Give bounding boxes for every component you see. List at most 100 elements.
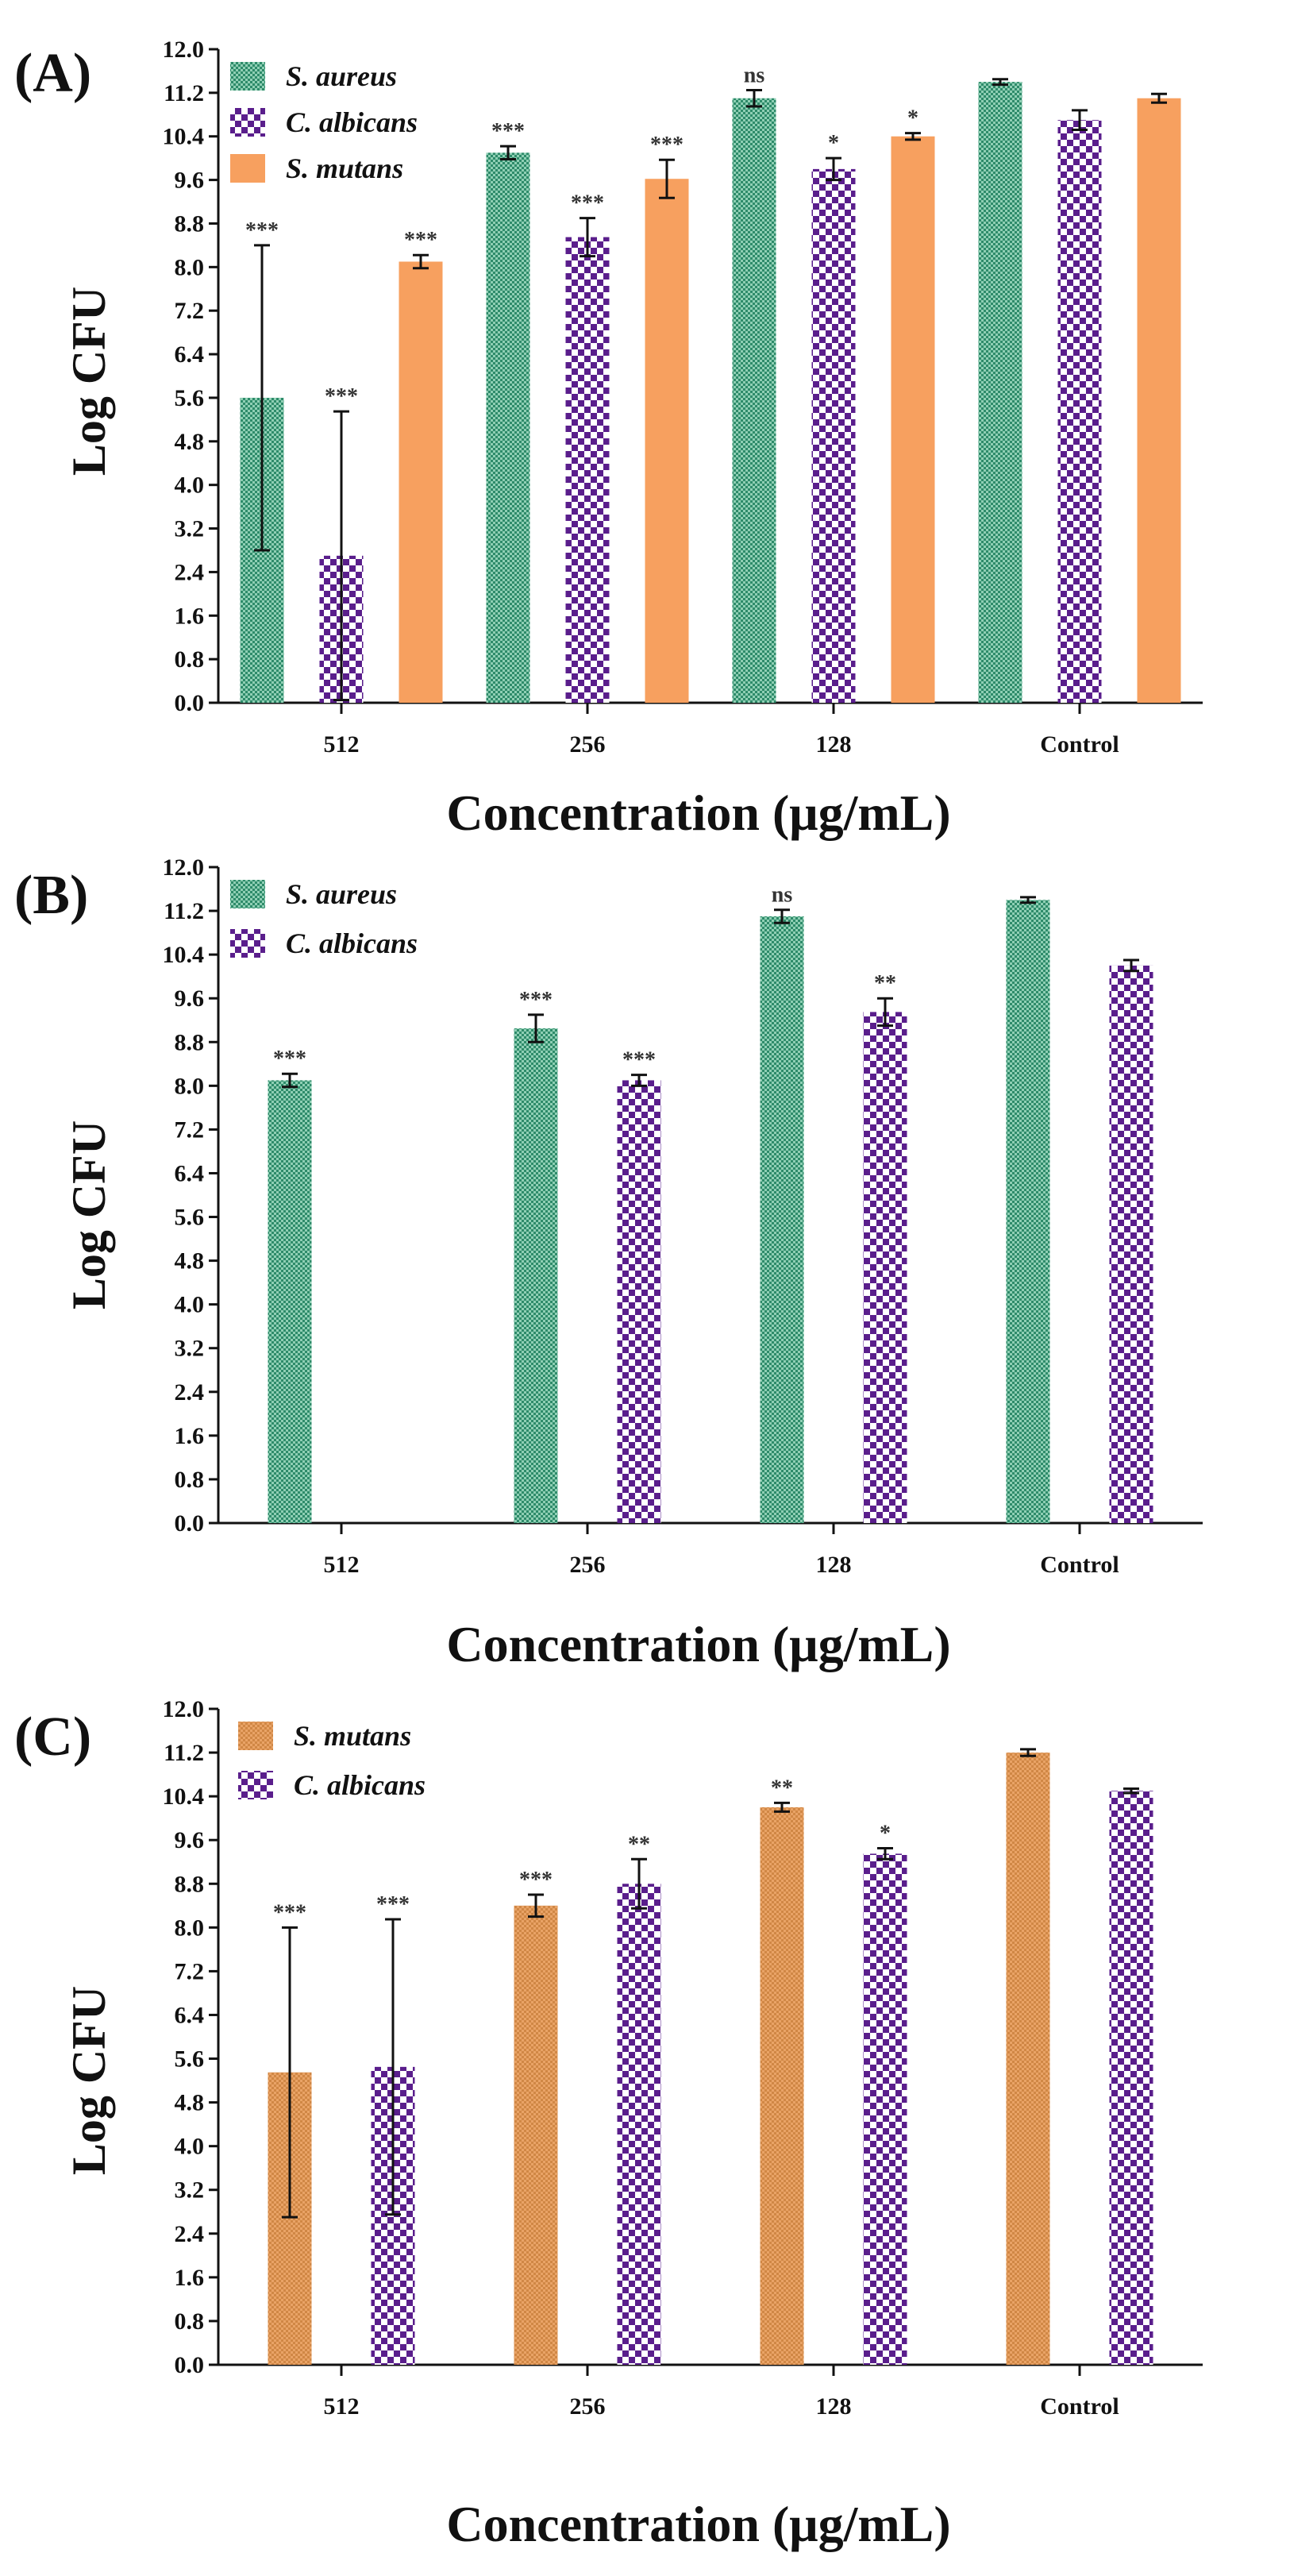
panel-label: (C) [14, 1706, 91, 1768]
y-tick-label: 5.6 [175, 385, 205, 411]
y-tick-label: 4.0 [175, 1292, 205, 1318]
y-tick-label: 6.4 [175, 2002, 205, 2028]
y-tick-label: 8.8 [175, 1871, 205, 1897]
y-axis-label: Log CFU [63, 1120, 115, 1309]
y-tick-label: 6.4 [175, 1160, 205, 1186]
y-tick-label: 12.0 [163, 854, 205, 881]
bar [1137, 98, 1181, 704]
y-tick-label: 12.0 [163, 37, 205, 63]
y-tick-label: 3.2 [175, 1336, 205, 1362]
significance-label: *** [571, 191, 604, 216]
y-tick-label: 2.4 [175, 2221, 205, 2247]
y-tick-label: 3.2 [175, 2177, 205, 2204]
legend-swatch [230, 880, 265, 908]
y-tick-label: 8.0 [175, 254, 205, 280]
bar [760, 1807, 804, 2365]
y-tick-label: 9.6 [175, 168, 205, 194]
x-tick-label: 128 [816, 731, 852, 758]
significance-label: *** [273, 1047, 306, 1071]
bar [1006, 900, 1050, 1523]
panel-c: (C) Log CFU Concentration (μg/mL) 0.0 0.8… [14, 1696, 1203, 2552]
y-tick-label: 1.6 [175, 1423, 205, 1449]
y-tick-label: 1.6 [175, 2265, 205, 2291]
bar [617, 1884, 661, 2365]
legend-label: S. mutans [294, 1720, 411, 1752]
bar [399, 261, 443, 704]
x-tick-label: Control [1040, 1552, 1119, 1578]
y-tick-label: 4.8 [175, 1248, 205, 1275]
x-tick-label: Control [1040, 731, 1119, 758]
bar [617, 1080, 661, 1523]
plot-area: 0.0 0.8 1.6 2.4 3.2 4.0 4.8 5.6 6.4 7.2 8.0 8.8 9.6 1… [163, 854, 1203, 1578]
y-axis-label: Log CFU [63, 287, 115, 476]
y-tick-label: 4.0 [175, 2134, 205, 2160]
significance-label: *** [273, 1900, 306, 1925]
y-tick-label: 2.4 [175, 1379, 205, 1406]
y-tick-label: 7.2 [175, 1116, 205, 1143]
y-tick-label: 8.8 [175, 210, 205, 237]
legend-label: S. mutans [286, 152, 403, 184]
x-tick-label: 256 [570, 731, 606, 758]
legend-swatch [238, 1771, 273, 1799]
significance-label: ** [874, 971, 896, 996]
bar [811, 168, 856, 704]
bar [732, 98, 776, 704]
significance-label: *** [650, 133, 684, 157]
panel-label: (B) [14, 865, 88, 926]
y-tick-label: 2.4 [175, 559, 205, 585]
bar [1006, 1753, 1050, 2365]
x-tick-label: Control [1040, 2393, 1119, 2420]
bar [1109, 965, 1153, 1523]
significance-label: * [907, 106, 918, 131]
significance-label: *** [404, 228, 437, 253]
significance-label: * [828, 131, 839, 156]
bar [863, 1012, 907, 1523]
y-tick-label: 8.8 [175, 1029, 205, 1055]
y-tick-label: 10.4 [163, 1784, 205, 1810]
y-tick-label: 0.0 [175, 690, 205, 716]
bar [863, 1853, 907, 2365]
significance-label: ** [628, 1832, 650, 1857]
y-tick-label: 0.8 [175, 1467, 205, 1493]
panel-a: (A) Log CFU Concentration (μg/mL) 0.0 0.8… [14, 37, 1203, 841]
bar [645, 179, 689, 703]
legend-label: C. albicans [286, 106, 418, 138]
bar [1109, 1791, 1153, 2365]
legend-label: C. albicans [294, 1769, 426, 1801]
x-tick-label: 256 [570, 1552, 606, 1578]
legend-swatch [230, 62, 265, 91]
x-tick-label: 256 [570, 2393, 606, 2420]
plot-area: 0.0 0.8 1.6 2.4 3.2 4.0 4.8 5.6 6.4 7.2 8.0 8.8 9.6 1… [163, 37, 1203, 758]
legend-swatch [230, 154, 265, 183]
bar [514, 1905, 558, 2365]
y-tick-label: 3.2 [175, 516, 205, 542]
significance-label: ns [772, 883, 793, 908]
y-tick-label: 6.4 [175, 341, 205, 368]
significance-label: *** [376, 1892, 410, 1917]
y-tick-label: 11.2 [164, 898, 204, 924]
y-tick-label: 10.4 [163, 942, 205, 968]
significance-label: ns [744, 63, 765, 87]
x-tick-label: 128 [816, 1552, 852, 1578]
bar [486, 152, 530, 703]
legend-swatch [230, 929, 265, 958]
x-tick-label: 128 [816, 2393, 852, 2420]
panel-b: (B) Log CFU Concentration (μg/mL) 0.0 0.8… [14, 854, 1203, 1672]
legend-label: C. albicans [286, 927, 418, 959]
bar [978, 82, 1022, 703]
significance-label: * [880, 1822, 891, 1846]
y-tick-label: 7.2 [175, 298, 205, 324]
y-tick-label: 0.0 [175, 1510, 205, 1537]
y-axis-label: Log CFU [63, 1986, 115, 2175]
y-tick-label: 8.0 [175, 1073, 205, 1099]
x-axis-label: Concentration (μg/mL) [446, 785, 950, 841]
bar [760, 916, 804, 1523]
legend-swatch [238, 1722, 273, 1750]
bar [1057, 120, 1102, 704]
y-tick-label: 5.6 [175, 1205, 205, 1231]
y-tick-label: 0.8 [175, 2308, 205, 2335]
y-tick-label: 9.6 [175, 1827, 205, 1853]
y-tick-label: 7.2 [175, 1958, 205, 1984]
bar [891, 136, 935, 703]
significance-label: ** [771, 1776, 793, 1800]
